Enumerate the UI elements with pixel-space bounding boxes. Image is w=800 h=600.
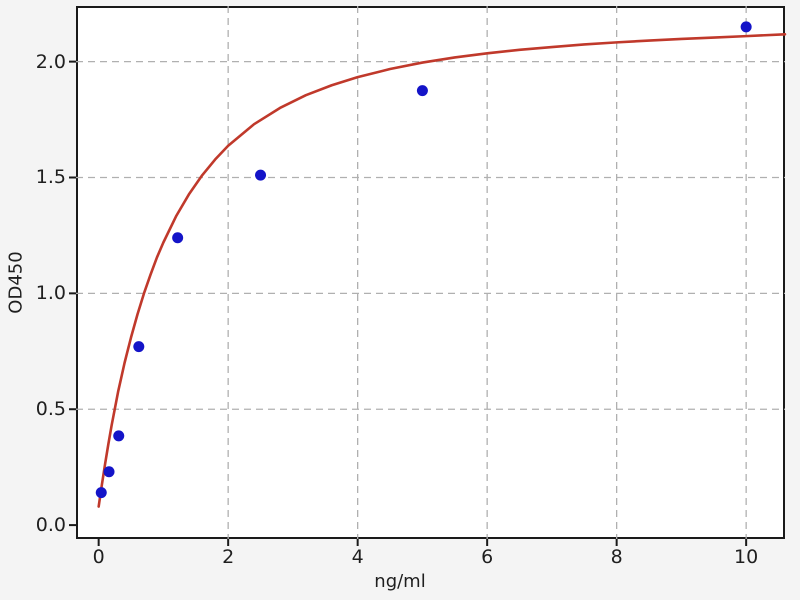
x-tick-label: 4	[351, 546, 364, 568]
y-tick-label: 0.0	[35, 514, 66, 537]
x-tick-label: 6	[481, 546, 494, 568]
data-point-marker	[740, 21, 752, 33]
x-tick-label: 10	[734, 546, 759, 568]
axis-ticks	[69, 60, 748, 546]
x-tick-label: 0	[92, 546, 105, 568]
plot-area	[76, 6, 785, 539]
data-point-marker	[172, 232, 184, 244]
data-points	[95, 21, 752, 499]
y-tick-label: 1.0	[35, 282, 66, 305]
data-point-marker	[416, 85, 428, 97]
data-point-marker	[95, 487, 107, 499]
y-axis-tick-labels: 0.0 0.5 1.0 1.5 2.0	[0, 0, 66, 600]
fit-curve	[97, 32, 787, 508]
y-tick-label: 1.5	[35, 166, 66, 189]
y-tick-label: 2.0	[35, 50, 66, 73]
x-axis-label: ng/ml	[374, 571, 426, 592]
data-point-marker	[255, 169, 267, 181]
data-point-marker	[103, 466, 115, 478]
x-tick-label: 2	[222, 546, 235, 568]
gridlines	[76, 6, 785, 539]
y-axis-label: OD450	[5, 251, 27, 314]
x-tick-label: 8	[610, 546, 623, 568]
fit-curve-line	[97, 32, 787, 508]
data-point-marker	[113, 430, 125, 442]
data-point-marker	[133, 341, 145, 353]
y-tick-label: 0.5	[35, 398, 66, 421]
